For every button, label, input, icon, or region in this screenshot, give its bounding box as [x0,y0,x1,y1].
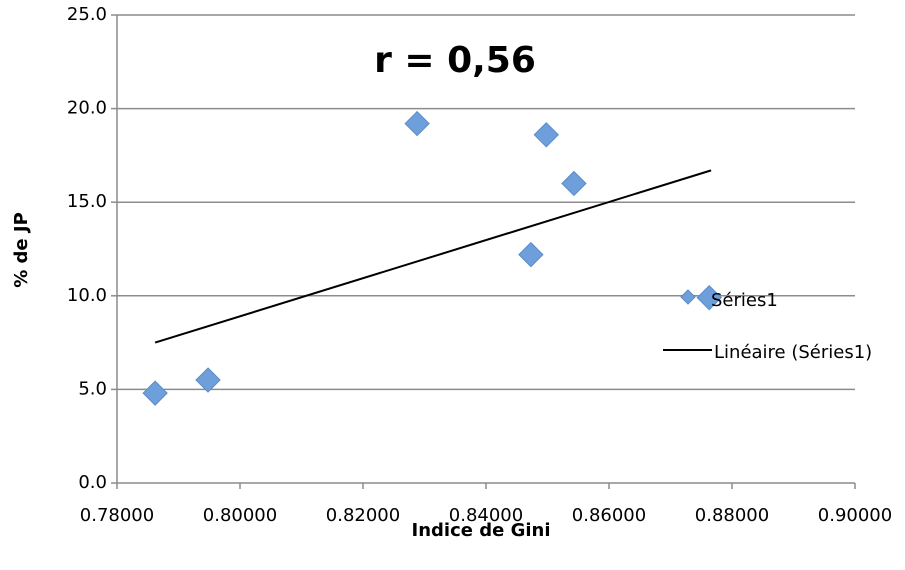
y-tick-label: 15.0 [67,191,107,212]
annotation: r = 0,56 [374,40,536,81]
y-tick-label: 20.0 [67,98,107,119]
legend-label: Linéaire (Séries1) [714,342,872,363]
x-tick-label: 0.80000 [203,505,277,526]
x-tick-label: 0.78000 [80,505,154,526]
x-tick-label: 0.82000 [326,505,400,526]
trendline [154,169,712,344]
point [561,170,587,197]
point [533,122,559,148]
x-axis-label: Indice de Gini [412,520,551,541]
point [518,241,544,268]
legend-label: Séries1 [711,290,778,311]
y-tick-label: 0.0 [78,472,107,493]
point [195,367,221,393]
x-tick-label: 0.84000 [449,505,523,526]
point [142,380,168,406]
y-tick-label: 25.0 [67,4,107,25]
y-axis-label: % de JP [11,212,32,288]
y-tick-label: 10.0 [67,285,107,306]
legend-marker [680,289,696,305]
point [696,284,722,311]
x-tick-label: 0.88000 [695,505,769,526]
x-tick-label: 0.86000 [572,505,646,526]
y-tick-label: 5.0 [78,378,107,399]
x-tick-label: 0.90000 [818,505,892,526]
point [404,110,430,137]
